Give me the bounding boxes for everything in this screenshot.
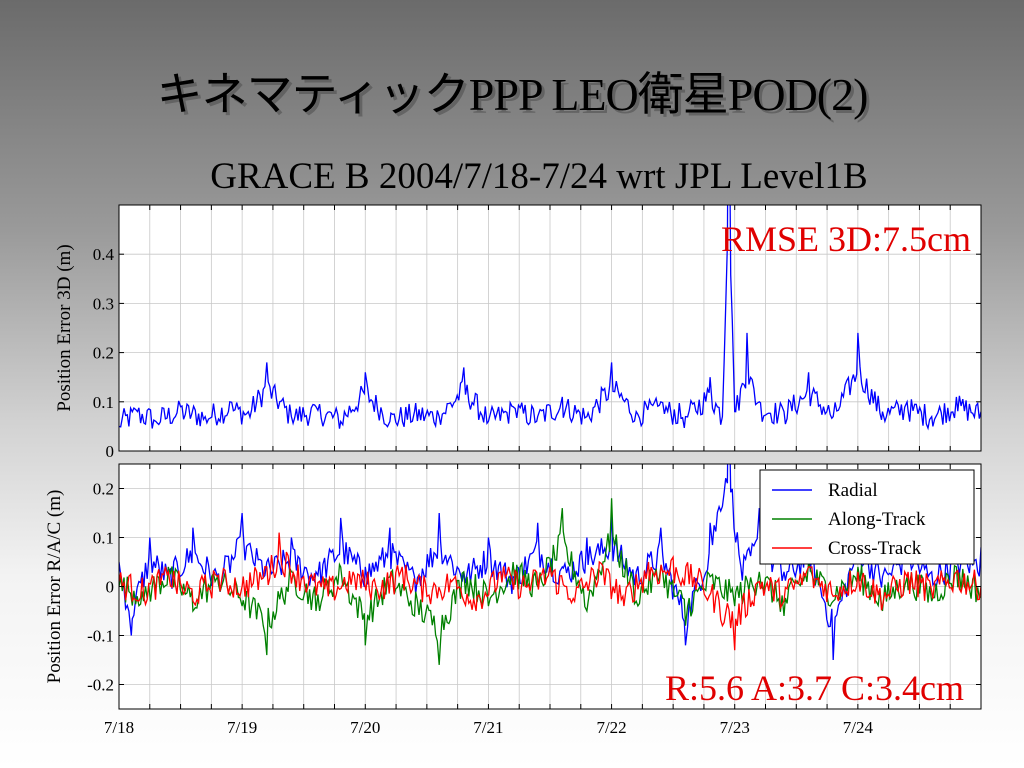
chart-title: GRACE B 2004/7/18-7/24 wrt JPL Level1B bbox=[210, 156, 868, 197]
x-tick-label: 7/23 bbox=[720, 718, 750, 737]
legend-label: Radial bbox=[828, 480, 878, 501]
legend-label: Along-Track bbox=[828, 509, 926, 530]
series-line-cross-track bbox=[119, 532, 981, 651]
plot-1: 0 0.1 0.2 0.3 0.4 Position Error 3D (m) RMSE 3… bbox=[54, 204, 982, 461]
series-line-along-track bbox=[119, 498, 981, 665]
x-tick-label: 7/18 bbox=[104, 718, 134, 737]
x-tick-label: 7/22 bbox=[596, 718, 626, 737]
y-axis-title: Position Error 3D (m) bbox=[54, 244, 75, 411]
y-tick-label: 0.1 bbox=[93, 529, 114, 548]
y-tick-label: -0.1 bbox=[87, 627, 114, 646]
rac-rmse-annotation: R:5.6 A:3.7 C:3.4cm bbox=[665, 668, 964, 708]
x-tick-label: 7/24 bbox=[843, 718, 874, 737]
slide-title: キネマティックPPP LEO衛星POD(2) bbox=[156, 69, 869, 120]
x-tick-label: 7/19 bbox=[227, 718, 257, 737]
y-axis-title: Position Error R/A/C (m) bbox=[44, 490, 65, 684]
rmse-3d-annotation: RMSE 3D:7.5cm bbox=[721, 219, 971, 259]
y-tick-label: 0.4 bbox=[93, 245, 115, 264]
x-tick-label: 7/20 bbox=[350, 718, 380, 737]
y-tick-label: 0.2 bbox=[93, 344, 114, 363]
series-line-radial bbox=[119, 464, 981, 661]
y-tick-label: -0.2 bbox=[87, 676, 114, 695]
y-tick-label: 0.2 bbox=[93, 480, 114, 499]
x-tick-label: 7/21 bbox=[473, 718, 503, 737]
legend-label: Cross-Track bbox=[828, 538, 922, 559]
plot-2: -0.2 -0.1 0 0.1 0.2 7/18 7/19 7/20 7/21 7/22 7/23 7… bbox=[44, 463, 982, 737]
y-tick-label: 0.3 bbox=[93, 294, 114, 313]
y-tick-label: 0.1 bbox=[93, 393, 114, 412]
series-line-position-error-3d bbox=[119, 205, 981, 431]
y-tick-label: 0 bbox=[106, 578, 115, 597]
y-tick-label: 0 bbox=[106, 442, 115, 461]
